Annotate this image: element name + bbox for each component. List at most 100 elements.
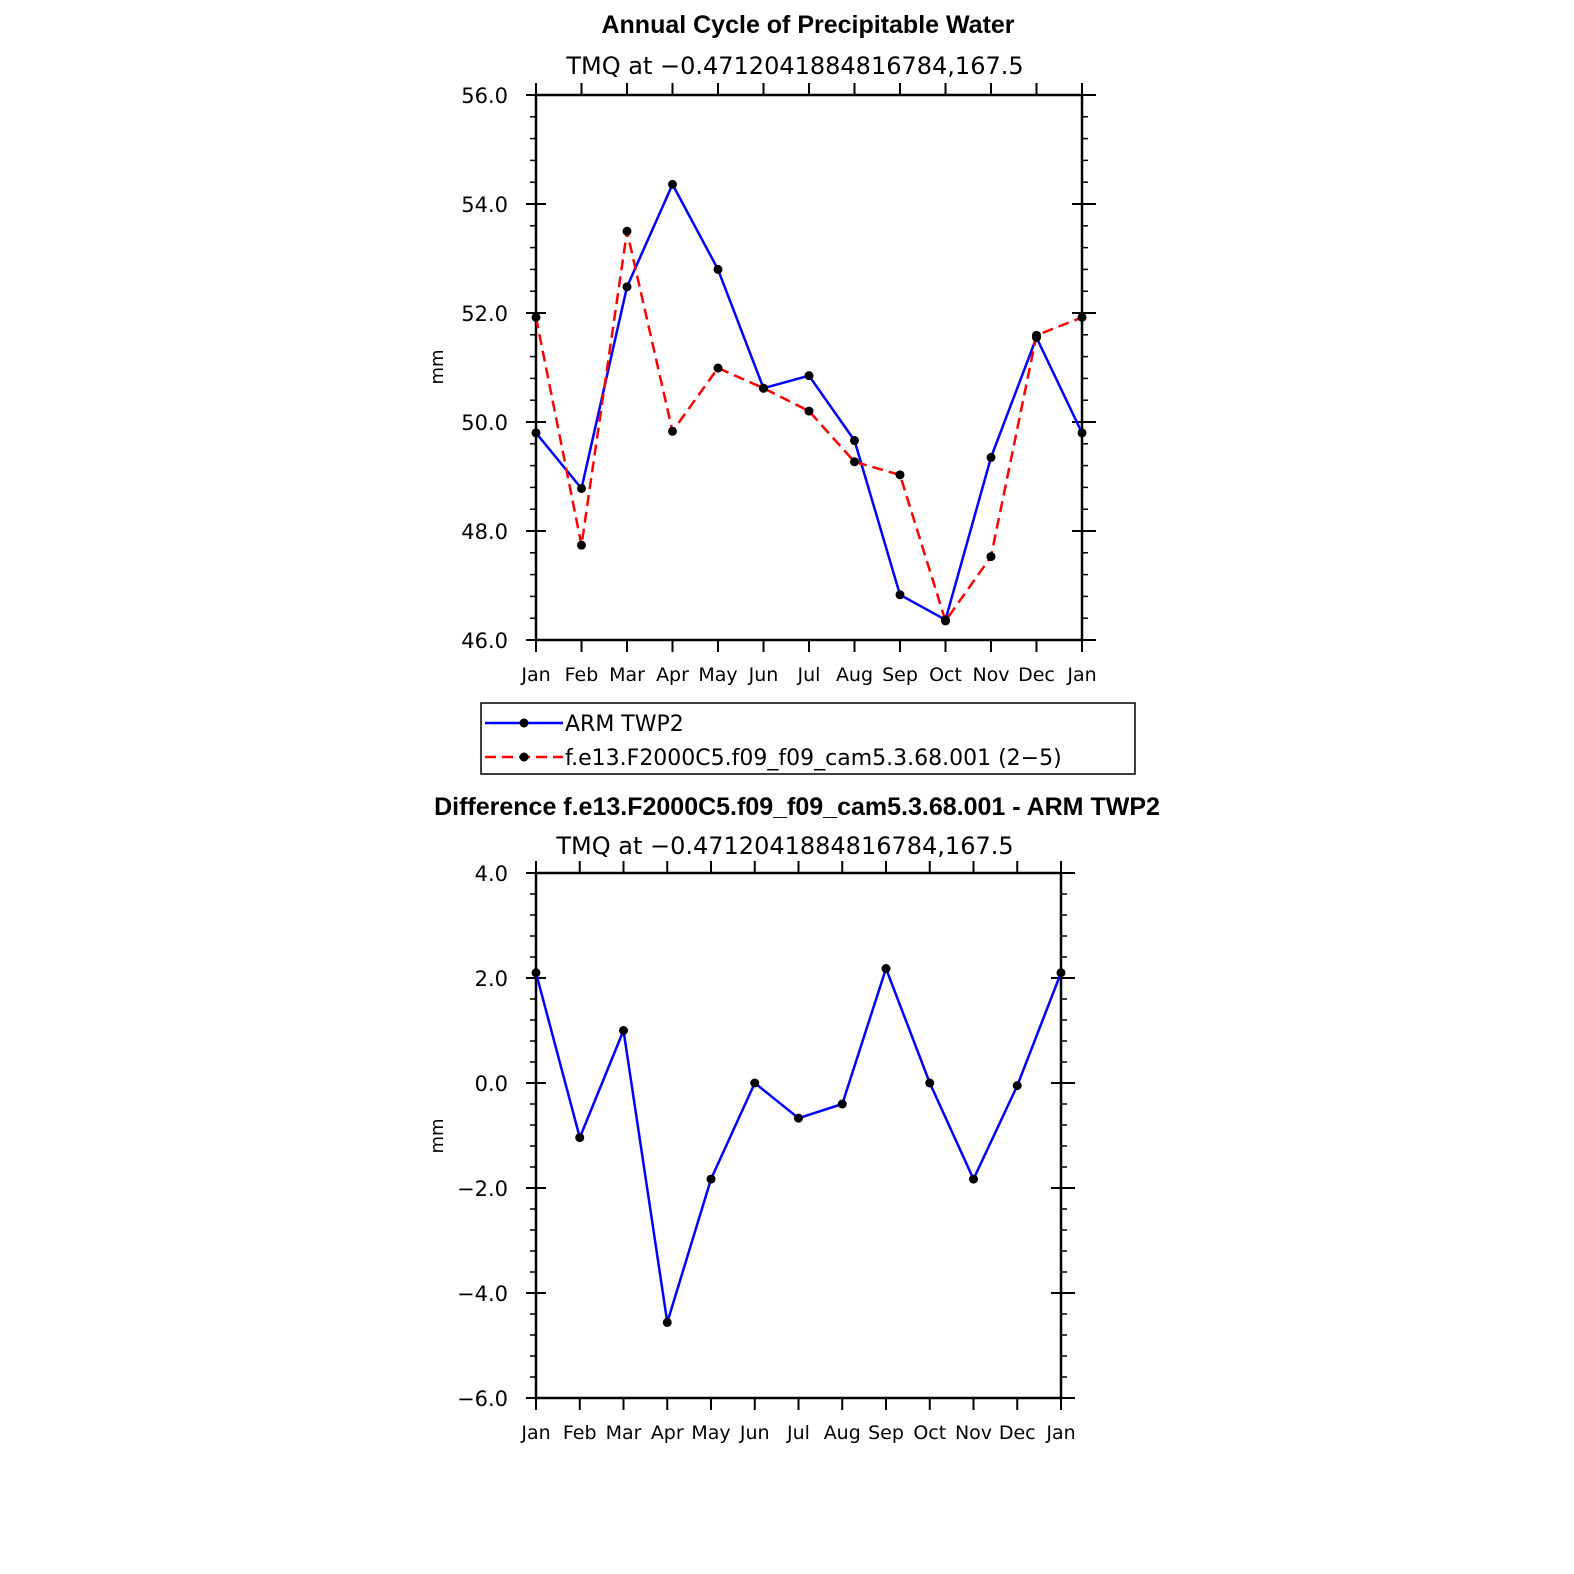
y-tick-label: 56.0: [461, 84, 508, 108]
data-point: [804, 406, 814, 416]
x-tick-label: Nov: [955, 1422, 992, 1444]
x-tick-label: May: [691, 1422, 730, 1444]
plot-frame: [534, 871, 1063, 1400]
y-tick-label: 52.0: [461, 302, 508, 326]
data-point: [577, 540, 586, 550]
data-point: [1077, 428, 1087, 438]
x-tick-label: May: [698, 664, 737, 686]
plot-axes: [526, 83, 1096, 652]
y-axis-label: mm: [427, 1118, 448, 1153]
plot-frame: [534, 93, 1084, 642]
y-tick-label: −2.0: [457, 1177, 508, 1201]
x-tick-label: Oct: [913, 1422, 946, 1444]
x-tick-label: Feb: [565, 664, 599, 686]
x-tick-label: Sep: [868, 1422, 904, 1444]
data-point: [622, 226, 632, 236]
chart-title: Difference f.e13.F2000C5.f09_f09_cam5.3.…: [434, 793, 1160, 821]
legend-box: [480, 702, 1136, 775]
data-point: [662, 1317, 672, 1327]
legend-label-arm: ARM TWP2: [565, 712, 684, 737]
legend-marker-model: [519, 752, 529, 762]
x-tick-label: Jun: [739, 1422, 770, 1444]
y-tick-labels: 4.0 2.0 0.0 −2.0 −4.0 −6.0: [457, 862, 508, 1411]
x-tick-label: Aug: [836, 664, 873, 686]
y-tick-label: 48.0: [461, 520, 508, 544]
x-tick-label: Mar: [606, 1422, 642, 1444]
data-point: [668, 179, 677, 189]
data-point: [895, 470, 905, 480]
data-point: [1077, 312, 1087, 322]
y-axis-label: mm: [427, 349, 448, 384]
data-point: [706, 1174, 716, 1184]
data-point: [794, 1113, 803, 1123]
chart-subtitle: TMQ at −0.4712041884816784,167.5: [565, 52, 1023, 80]
data-point: [1032, 330, 1041, 340]
x-tick-label: Jan: [520, 1422, 550, 1444]
x-tick-label: Oct: [929, 664, 962, 686]
x-tick-label: Apr: [656, 664, 689, 686]
x-tick-label: Feb: [563, 1422, 597, 1444]
data-point: [1012, 1081, 1022, 1091]
y-tick-label: 50.0: [461, 411, 508, 435]
data-point: [577, 483, 586, 493]
data-point: [531, 428, 541, 438]
x-tick-label: Aug: [824, 1422, 861, 1444]
y-tick-label: 2.0: [475, 967, 508, 991]
y-tick-label: 54.0: [461, 193, 508, 217]
data-point: [804, 371, 814, 381]
y-tick-label: 4.0: [475, 862, 508, 886]
data-point: [881, 964, 891, 974]
series-lines: [531, 179, 1087, 626]
data-point: [531, 312, 541, 322]
data-point: [895, 590, 905, 600]
x-tick-label: Jan: [1045, 1422, 1075, 1444]
data-point: [713, 264, 723, 274]
data-point: [759, 383, 768, 393]
data-point: [837, 1099, 847, 1109]
x-tick-label: Jul: [786, 1422, 810, 1444]
x-tick-label: Nov: [972, 664, 1009, 686]
legend-marker-arm: [519, 718, 529, 728]
series-line-0: [535, 183, 1084, 622]
data-point: [575, 1133, 585, 1143]
legend-label-model: f.e13.F2000C5.f09_f09_cam5.3.68.001 (2−5…: [565, 746, 1062, 771]
x-tick-label: Apr: [651, 1422, 684, 1444]
y-tick-label: 0.0: [475, 1072, 508, 1096]
chart-subtitle: TMQ at −0.4712041884816784,167.5: [555, 832, 1013, 860]
x-tick-labels: Jan Feb Mar Apr May Jun Jul Aug Sep Oct Nov Dec Jan: [520, 1422, 1075, 1444]
y-tick-labels: 56.0 54.0 52.0 50.0 48.0 46.0: [461, 84, 508, 653]
series-line-1: [534, 230, 1083, 623]
series-lines: [531, 964, 1066, 1327]
chart-title: Annual Cycle of Precipitable Water: [601, 11, 1014, 39]
data-point: [850, 436, 859, 446]
data-point: [941, 616, 950, 626]
data-point: [986, 552, 996, 562]
series-line-0: [534, 967, 1063, 1324]
x-tick-label: Sep: [882, 664, 918, 686]
data-point: [969, 1174, 978, 1184]
annual-cycle-chart: Annual Cycle of Precipitable Water TMQ a…: [427, 11, 1097, 686]
difference-chart: Difference f.e13.F2000C5.f09_f09_cam5.3.…: [427, 793, 1160, 1444]
x-tick-label: Mar: [609, 664, 645, 686]
x-tick-label: Jan: [520, 664, 550, 686]
x-tick-labels: Jan Feb Mar Apr May Jun Jul Aug Sep Oct Nov Dec Jan: [520, 664, 1096, 686]
data-point: [750, 1078, 760, 1088]
y-tick-label: 46.0: [461, 629, 508, 653]
x-tick-label: Dec: [1018, 664, 1055, 686]
legend: ARM TWP2 f.e13.F2000C5.f09_f09_cam5.3.68…: [480, 702, 1136, 775]
data-point: [925, 1078, 935, 1088]
data-point: [713, 363, 723, 373]
y-tick-label: −4.0: [457, 1282, 508, 1306]
data-point: [1056, 968, 1066, 978]
data-point: [850, 457, 859, 467]
x-tick-label: Dec: [999, 1422, 1036, 1444]
data-point: [619, 1026, 628, 1035]
x-tick-label: Jun: [748, 664, 779, 686]
data-point: [622, 282, 632, 292]
x-tick-label: Jul: [797, 664, 821, 686]
x-tick-label: Jan: [1066, 664, 1096, 686]
data-point: [668, 426, 677, 436]
y-tick-label: −6.0: [457, 1387, 508, 1411]
plot-axes: [526, 861, 1075, 1410]
